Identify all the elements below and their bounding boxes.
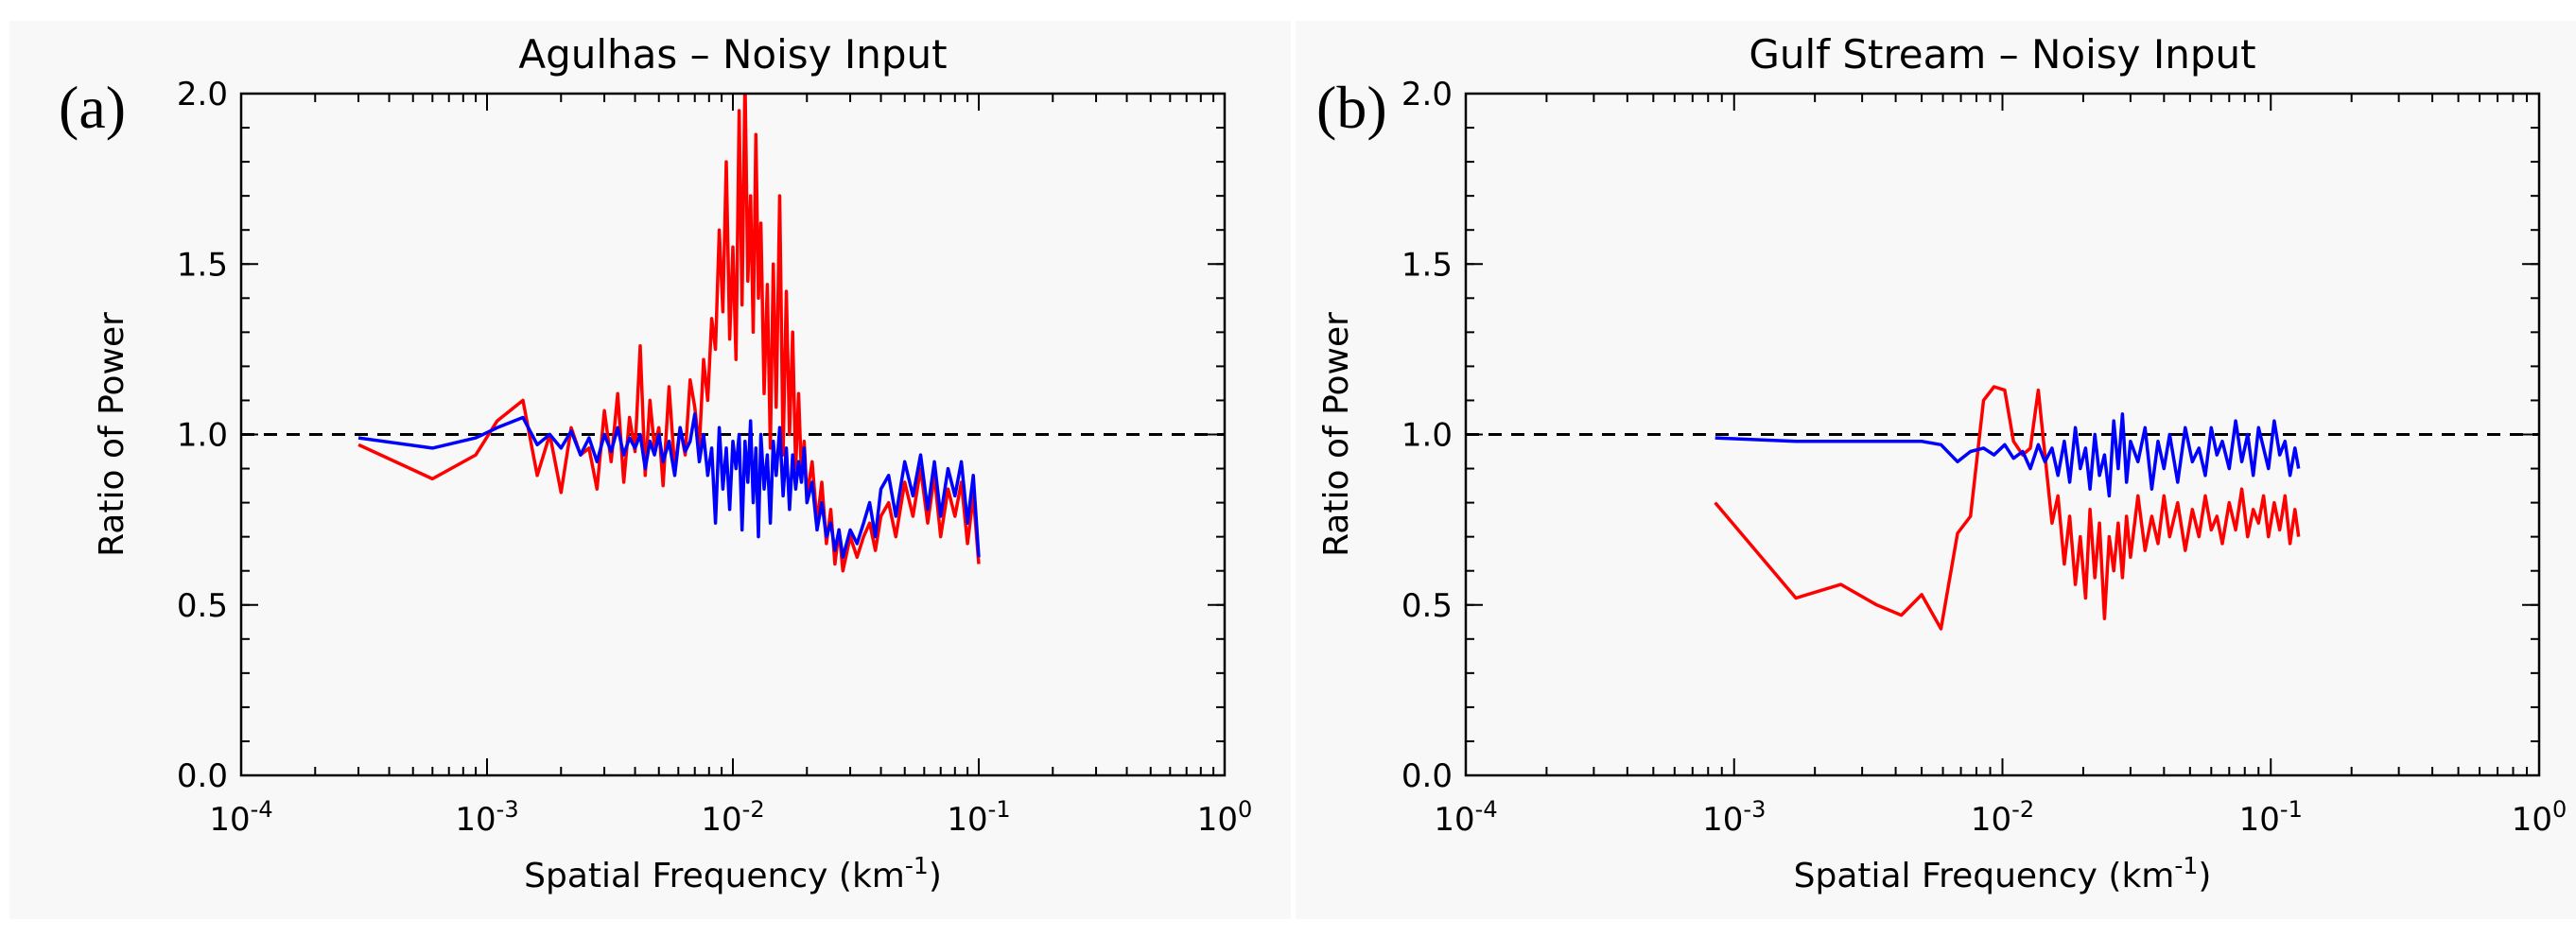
y-tick-label: 1.5	[177, 246, 228, 284]
x-tick-label: 100	[1197, 796, 1253, 839]
y-axis-label: Ratio of Power	[93, 312, 131, 557]
chart-title: Gulf Stream – Noisy Input	[1749, 31, 2255, 78]
y-tick-label: 0.5	[1401, 587, 1453, 625]
x-tick-label: 10-4	[209, 796, 272, 839]
x-tick-label: 10-1	[947, 796, 1010, 839]
y-tick-label: 0.0	[177, 757, 228, 795]
x-tick-label: 10-3	[455, 796, 518, 839]
x-tick-label: 10-4	[1434, 796, 1497, 839]
x-axis-label: Spatial Frequency (km-1)	[524, 852, 942, 895]
panel-b: Gulf Stream – Noisy Input 10-4 10-3 10-2 10-…	[1296, 21, 2576, 919]
y-tick-label: 0.0	[1401, 757, 1453, 795]
chart-b: Gulf Stream – Noisy Input 10-4 10-3 10-2 10-…	[1317, 31, 2567, 895]
series-line-blue	[357, 412, 981, 560]
x-tick-label: 10-2	[1971, 796, 2034, 839]
x-axis-label: Spatial Frequency (km-1)	[1794, 852, 2212, 895]
panel-label-b: (b)	[1316, 74, 1387, 141]
chart-a: Agulhas – Noisy Input 10-4 10-3 10-2 10-1 100…	[93, 31, 1253, 895]
series-line-blue	[1714, 412, 2301, 498]
x-tick-label: 10-1	[2239, 796, 2303, 839]
series-line-red	[1714, 385, 2301, 631]
y-tick-label: 1.0	[177, 417, 228, 455]
plot-frame	[1464, 92, 2541, 777]
y-axis-label: Ratio of Power	[1317, 312, 1356, 557]
y-tick-label: 1.5	[1401, 246, 1453, 284]
panel-a: Agulhas – Noisy Input 10-4 10-3 10-2 10-1 100…	[9, 21, 1291, 919]
x-tick-label: 10-3	[1702, 796, 1766, 839]
y-tick-label: 1.0	[1401, 417, 1453, 455]
chart-title: Agulhas – Noisy Input	[518, 31, 947, 78]
series-line-red	[357, 94, 981, 573]
panel-label-a: (a)	[59, 74, 127, 141]
y-tick-label: 2.0	[177, 76, 228, 113]
x-tick-label: 100	[2512, 796, 2567, 839]
plot-frame	[239, 92, 1227, 777]
y-tick-label: 2.0	[1401, 76, 1453, 113]
y-tick-label: 0.5	[177, 587, 228, 625]
x-tick-label: 10-2	[701, 796, 764, 839]
